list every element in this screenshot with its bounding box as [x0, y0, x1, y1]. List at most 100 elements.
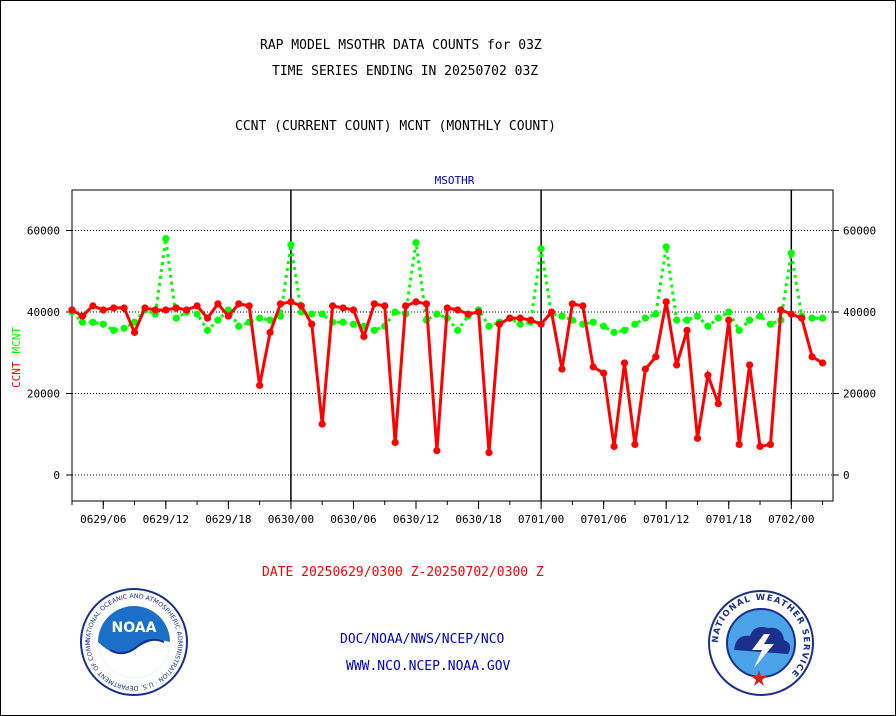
point-mcnt	[193, 310, 201, 318]
point-ccnt	[203, 314, 212, 322]
point-ccnt	[256, 381, 264, 389]
point-mcnt	[349, 320, 358, 328]
point-ccnt	[568, 300, 576, 308]
point-ccnt	[495, 320, 504, 328]
point-mcnt	[662, 243, 670, 251]
point-mcnt	[485, 322, 493, 330]
point-mcnt	[735, 326, 743, 334]
noaa-logo: NATIONAL OCEANIC AND ATMOSPHERIC ADMINIS…	[80, 588, 188, 696]
point-ccnt	[777, 306, 785, 314]
chart-subtitle: CCNT (CURRENT COUNT) MCNT (MONTHLY COUNT…	[235, 119, 556, 134]
point-mcnt	[746, 316, 754, 324]
point-ccnt	[370, 300, 378, 308]
point-ccnt	[172, 304, 180, 312]
point-mcnt	[704, 322, 712, 330]
point-ccnt	[183, 306, 191, 314]
point-mcnt	[235, 322, 243, 330]
point-mcnt	[433, 310, 441, 318]
point-ccnt	[516, 314, 524, 322]
point-ccnt	[600, 369, 608, 377]
point-mcnt	[318, 310, 326, 318]
y-tick-label-left: 60000	[27, 225, 60, 238]
noaa-logo-text: NOAA	[112, 620, 157, 636]
point-ccnt	[68, 306, 76, 314]
point-ccnt	[141, 304, 149, 312]
point-mcnt	[631, 320, 639, 328]
point-ccnt	[433, 446, 441, 455]
point-mcnt	[203, 326, 212, 334]
point-ccnt	[318, 420, 326, 428]
point-ccnt	[474, 308, 483, 316]
y-tick-label-right: 60000	[843, 225, 876, 238]
point-mcnt	[641, 314, 649, 322]
point-ccnt	[808, 353, 816, 361]
point-mcnt	[714, 314, 722, 322]
point-mcnt	[787, 249, 795, 257]
point-mcnt	[537, 245, 545, 253]
point-ccnt	[756, 442, 764, 451]
point-mcnt	[600, 322, 608, 330]
point-ccnt	[485, 448, 493, 457]
point-mcnt	[808, 314, 816, 322]
point-ccnt	[443, 304, 451, 312]
x-tick-label: 0629/12	[143, 513, 189, 526]
point-ccnt	[120, 304, 128, 312]
point-ccnt	[276, 300, 285, 308]
point-mcnt	[308, 310, 316, 318]
point-mcnt	[558, 312, 566, 320]
point-ccnt	[537, 320, 545, 328]
org-label: DOC/NOAA/NWS/NCEP/NCO	[340, 632, 505, 647]
x-tick-label: 0702/00	[768, 513, 814, 526]
point-mcnt	[110, 326, 118, 334]
y-tick-label-right: 40000	[843, 306, 876, 319]
point-ccnt	[558, 365, 566, 373]
point-ccnt	[673, 361, 681, 369]
point-ccnt	[391, 438, 399, 446]
point-ccnt	[401, 302, 410, 310]
point-ccnt	[266, 328, 274, 336]
point-ccnt	[579, 302, 587, 310]
point-mcnt	[99, 320, 107, 328]
point-ccnt	[818, 359, 827, 367]
point-ccnt	[547, 308, 556, 316]
point-ccnt	[339, 304, 347, 312]
point-ccnt	[683, 326, 691, 334]
point-ccnt	[110, 304, 118, 312]
x-tick-label: 0630/18	[455, 513, 501, 526]
point-ccnt	[620, 359, 629, 367]
point-mcnt	[652, 310, 660, 318]
point-ccnt	[641, 365, 649, 373]
point-mcnt	[339, 318, 347, 326]
point-ccnt	[735, 440, 743, 449]
point-ccnt	[329, 302, 337, 310]
x-tick-label: 0701/00	[518, 513, 564, 526]
chart-title-line1: RAP MODEL MSOTHR DATA COUNTS for 03Z	[260, 38, 542, 53]
point-ccnt	[287, 298, 295, 306]
date-range-label: DATE 20250629/0300 Z-20250702/0300 Z	[262, 565, 544, 580]
point-mcnt	[370, 326, 378, 334]
point-ccnt	[704, 371, 712, 379]
point-ccnt	[631, 440, 639, 449]
point-mcnt	[391, 308, 399, 316]
chart-title-line2: TIME SERIES ENDING IN 20250702 03Z	[272, 64, 539, 79]
point-mcnt	[256, 314, 264, 322]
plot-area	[71, 189, 834, 502]
y-tick-label-left: 40000	[27, 306, 60, 319]
point-ccnt	[297, 302, 305, 310]
url-label: WWW.NCO.NCEP.NOAA.GOV	[346, 659, 511, 674]
point-mcnt	[766, 320, 775, 328]
y-tick-label-left: 0	[53, 469, 60, 482]
point-ccnt	[714, 400, 722, 408]
point-ccnt	[464, 310, 472, 318]
point-ccnt	[766, 440, 775, 449]
y-tick-label-left: 20000	[27, 388, 60, 401]
x-tick-label: 0629/06	[80, 513, 126, 526]
point-ccnt	[224, 312, 232, 320]
y-tick-label-right: 20000	[843, 388, 876, 401]
point-ccnt	[99, 306, 107, 314]
point-mcnt	[172, 314, 180, 322]
x-tick-label: 0630/06	[330, 513, 376, 526]
point-ccnt	[454, 306, 462, 314]
point-mcnt	[287, 241, 295, 249]
